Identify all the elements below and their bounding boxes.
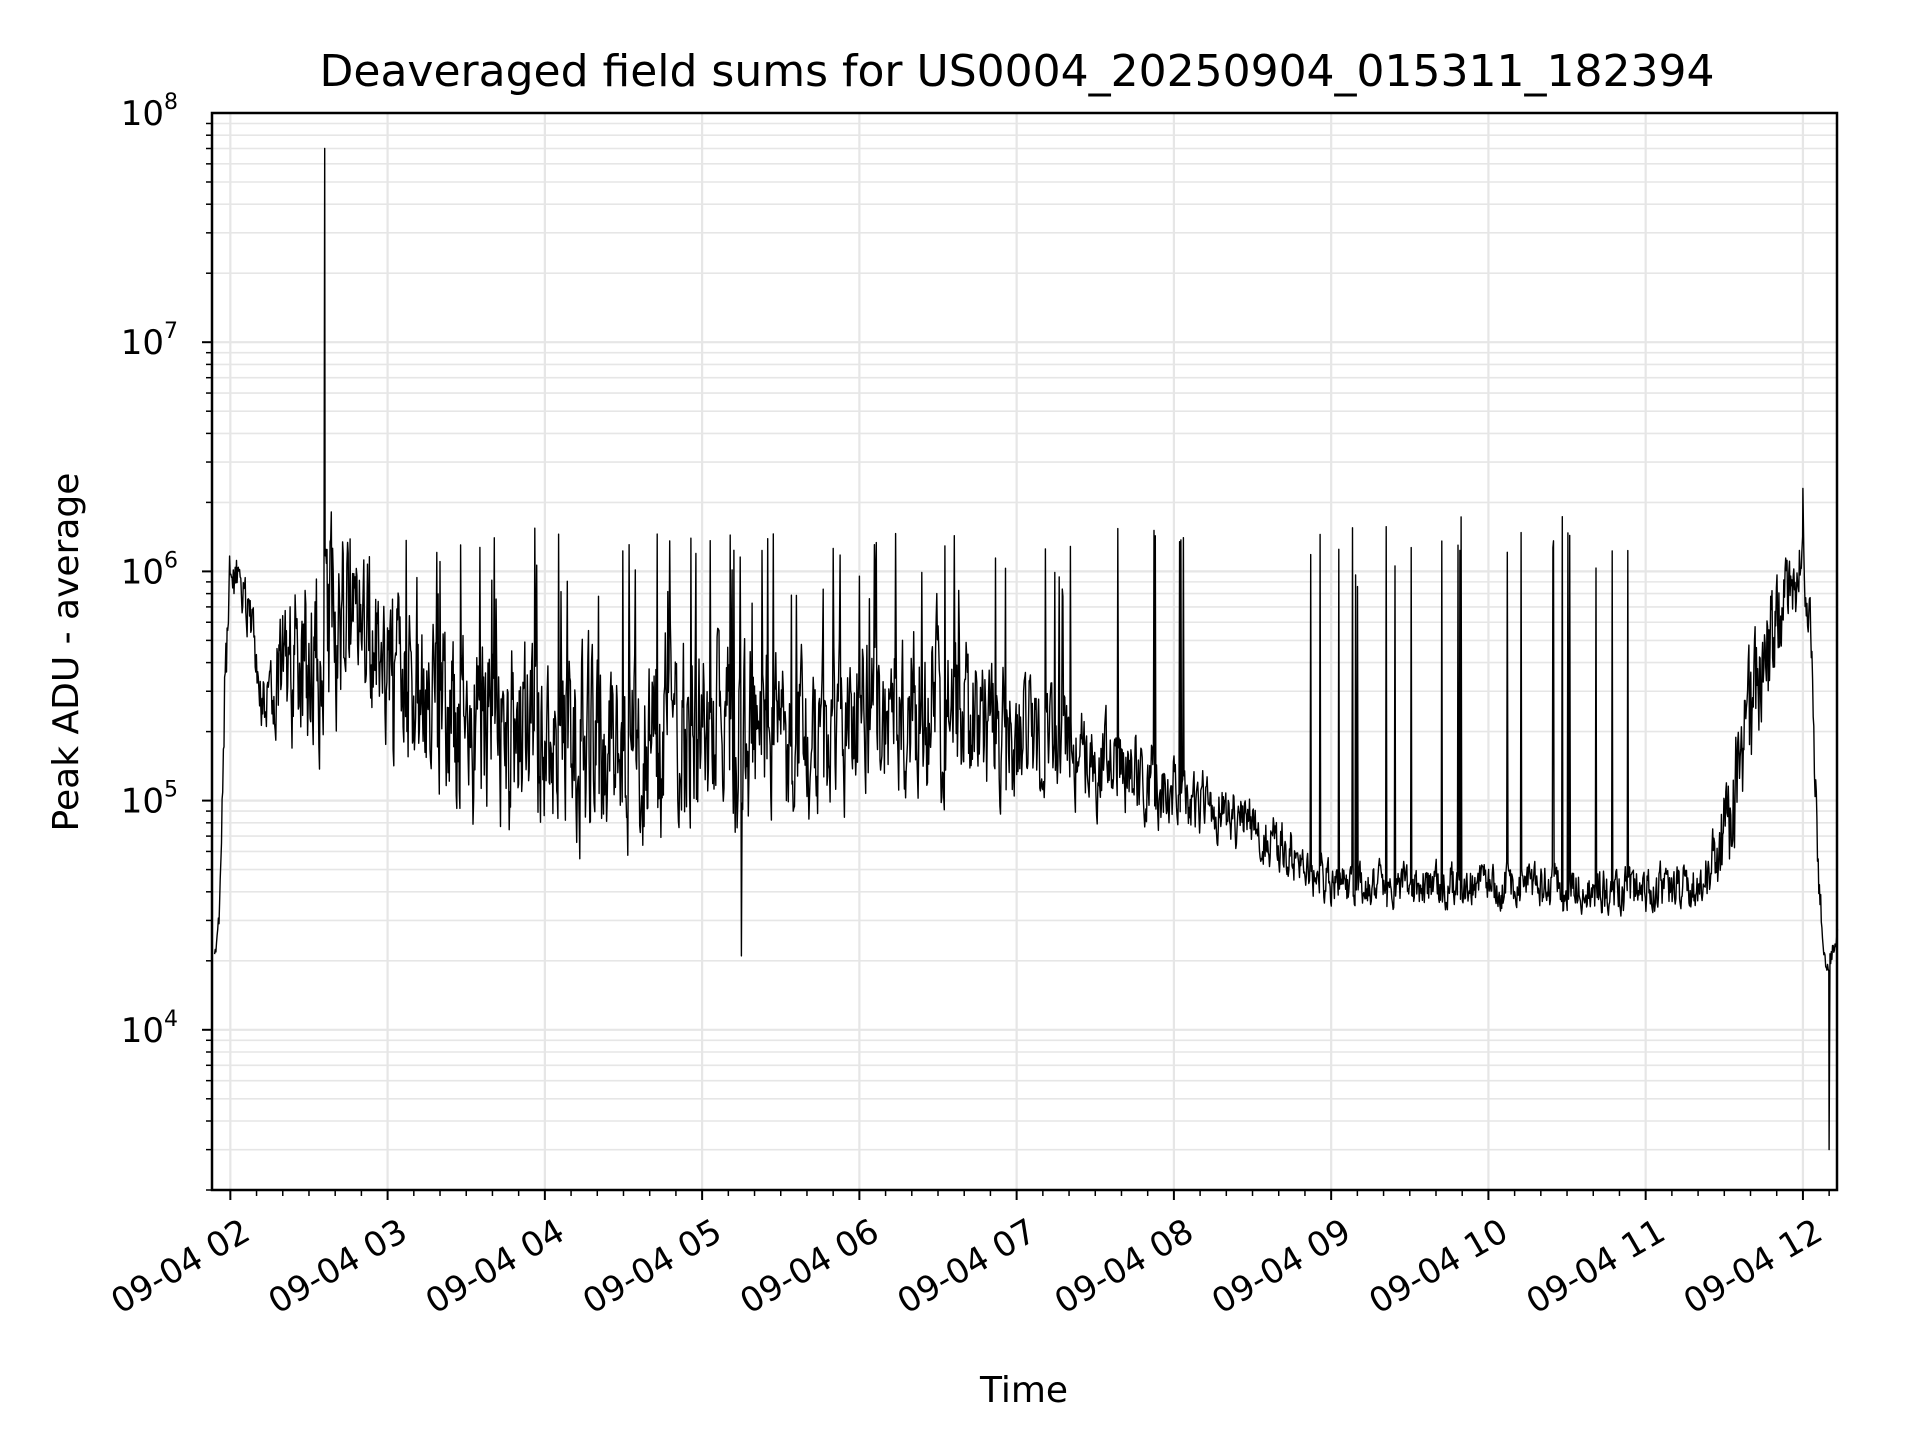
y-tick-label: 105 xyxy=(121,778,178,822)
plot-frame xyxy=(210,111,1839,1192)
grid-lines xyxy=(212,113,1837,1191)
y-tick-label: 106 xyxy=(121,548,178,592)
x-axis-label: Time xyxy=(979,1370,1068,1411)
y-tick-label: 104 xyxy=(121,1007,178,1051)
y-axis-label: Peak ADU - average xyxy=(46,473,87,832)
y-tick-label: 107 xyxy=(121,319,178,363)
chart-title: Deaveraged field sums for US0004_2025090… xyxy=(320,46,1715,97)
series-line xyxy=(213,147,1839,1151)
data-series xyxy=(213,147,1839,1151)
plot-background xyxy=(212,113,1837,1190)
y-tick-label: 108 xyxy=(121,90,178,134)
